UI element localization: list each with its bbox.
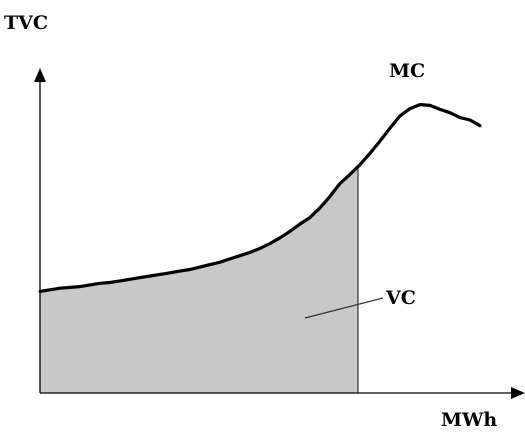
shaded-region-layer [40,166,359,393]
annotation-layer: MC VC [304,60,425,319]
mc-curve [38,103,482,293]
vc-shaded-area [40,166,358,393]
x-axis-arrow [511,387,525,399]
mc-label: MC [389,60,425,82]
series-layer [38,103,482,293]
vc-label: VC [385,287,416,309]
y-axis-label: TVC [4,12,48,34]
y-axis-arrow [34,68,46,82]
x-axis-label: MWh [441,409,497,431]
axis-labels: TVC MWh [4,12,497,431]
axes [34,68,525,399]
vc-leader-line [304,297,384,319]
